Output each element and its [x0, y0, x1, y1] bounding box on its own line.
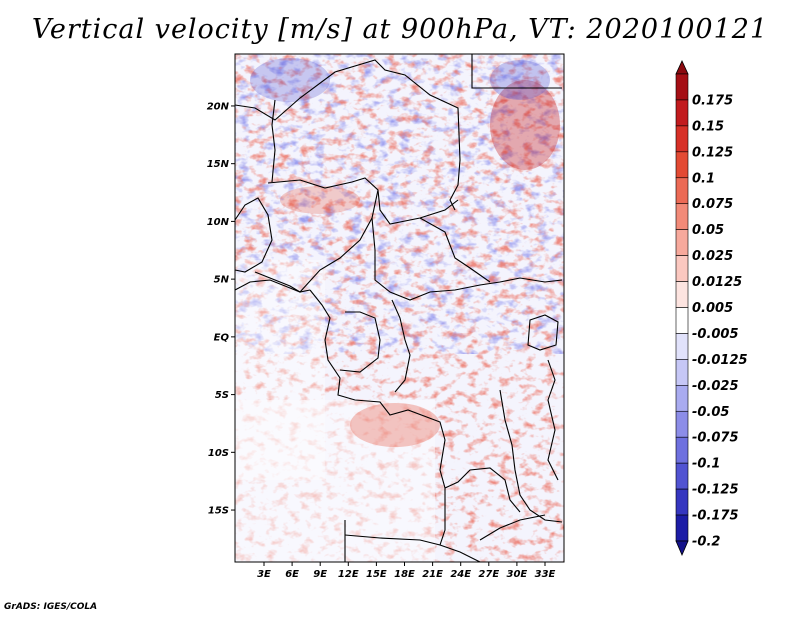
- colorbar-swatch: [675, 514, 689, 542]
- colorbar-label: -0.0125: [692, 353, 748, 368]
- lat-tick-label: 10N: [207, 217, 230, 228]
- colorbar-swatch: [675, 125, 689, 153]
- colorbar-label: 0.005: [692, 301, 733, 316]
- colorbar-swatch: [675, 359, 689, 386]
- lon-tick-label: 12E: [338, 569, 359, 580]
- lon-tick-label: 3E: [257, 569, 271, 580]
- colorbar-label: -0.075: [692, 431, 739, 446]
- lon-tick-label: 18E: [394, 569, 415, 580]
- colorbar-label: -0.05: [692, 405, 729, 420]
- country-borders: [235, 54, 563, 562]
- colorbar-label: -0.1: [692, 457, 720, 472]
- colorbar-label: 0.075: [692, 197, 733, 212]
- colorbar-label: 0.0125: [692, 275, 742, 290]
- colorbar-swatch: [675, 333, 689, 360]
- lat-tick-label: EQ: [214, 332, 230, 343]
- chart-title: Vertical velocity [m/s] at 900hPa, VT: 2…: [31, 14, 769, 45]
- colorbar-label: 0.15: [692, 119, 724, 134]
- lon-tick-label: 33E: [535, 569, 556, 580]
- colorbar-swatch: [675, 436, 689, 464]
- lon-tick-label: 27E: [478, 569, 499, 580]
- lat-tick-label: 5S: [215, 390, 229, 401]
- colorbar-label: 0.125: [692, 145, 733, 160]
- footer-credit: GrADS: IGES/COLA: [4, 602, 98, 612]
- map-frame: [234, 53, 565, 563]
- colorbar-swatch: [675, 229, 689, 256]
- colorbar-swatch: [675, 151, 689, 179]
- colorbar-label: 0.05: [692, 223, 724, 238]
- lon-tick-label: 15E: [366, 569, 387, 580]
- longitude-axis: 3E 6E 9E 12E 15E 18E 21E 24E 27E 30E 33E: [257, 562, 556, 580]
- lat-tick-label: 15S: [208, 506, 229, 517]
- colorbar-label: 0.025: [692, 249, 733, 264]
- vertical-velocity-field: [235, 54, 564, 562]
- lon-tick-label: 9E: [313, 569, 327, 580]
- colorbar-swatch: [675, 307, 689, 334]
- lat-tick-label: 20N: [207, 101, 230, 112]
- colorbar-label: -0.005: [692, 327, 739, 342]
- colorbar: 0.175 0.15 0.125 0.1 0.075 0.05 0.025 0.0125 0.0…: [675, 60, 748, 557]
- colorbar-swatch: [675, 99, 689, 127]
- colorbar-swatch: [675, 385, 689, 412]
- colorbar-swatch: [675, 73, 689, 101]
- colorbar-label: -0.125: [692, 483, 739, 498]
- colorbar-top-arrow: [675, 60, 689, 75]
- colorbar-swatch: [675, 488, 689, 516]
- lon-tick-label: 24E: [450, 569, 471, 580]
- lon-tick-label: 21E: [422, 569, 443, 580]
- colorbar-label: 0.1: [692, 171, 715, 186]
- lon-tick-label: 6E: [285, 569, 299, 580]
- colorbar-label: -0.175: [692, 509, 739, 524]
- colorbar-label: 0.175: [692, 93, 733, 108]
- lat-tick-label: 5N: [214, 275, 230, 286]
- colorbar-swatch: [675, 462, 689, 490]
- lon-tick-label: 30E: [507, 569, 528, 580]
- colorbar-swatch: [675, 203, 689, 230]
- colorbar-swatch: [675, 255, 689, 282]
- colorbar-swatch: [675, 177, 689, 205]
- colorbar-swatch: [675, 281, 689, 308]
- lat-tick-label: 15N: [207, 159, 230, 170]
- colorbar-bottom-arrow: [675, 540, 689, 557]
- colorbar-label: -0.2: [692, 535, 720, 550]
- latitude-axis: 20N 15N 10N 5N EQ 5S 10S 15S: [207, 101, 235, 517]
- lat-tick-label: 10S: [208, 448, 229, 459]
- colorbar-label: -0.025: [692, 379, 739, 394]
- colorbar-swatch: [675, 410, 689, 438]
